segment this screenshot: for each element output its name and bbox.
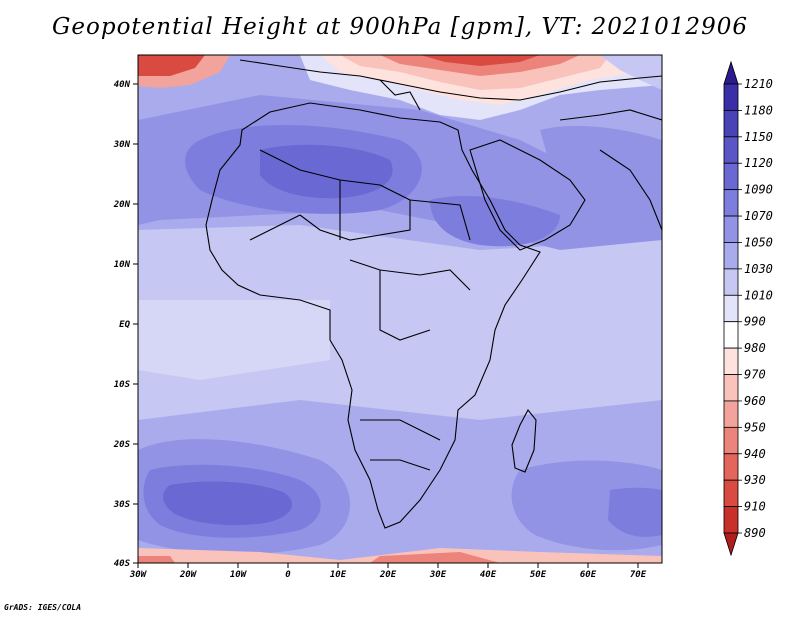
colorbar-label: 940: [744, 447, 766, 461]
lon-label: 10E: [330, 570, 347, 580]
colorbar-label: 1150: [744, 130, 773, 144]
colorbar: 1210 1180 1150 1120 1090 1070 1050 1030 1010 990 9…: [723, 60, 773, 557]
colorbar-bottom-arrow: [723, 532, 739, 557]
coastline-lines: [205, 59, 662, 529]
grads-credit: GrADS: IGES/COLA: [4, 603, 82, 612]
lon-label: 30E: [429, 570, 447, 580]
plot-frame: [137, 54, 663, 564]
lat-label: 10N: [114, 260, 131, 270]
colorbar-swatch: [723, 162, 739, 191]
lat-label: EQ: [119, 320, 130, 330]
colorbar-label: 1120: [744, 156, 773, 170]
colorbar-swatch: [723, 136, 739, 164]
colorbar-swatch: [723, 242, 739, 270]
lon-label: 50E: [530, 570, 547, 580]
colorbar-top-arrow: [723, 60, 739, 85]
colorbar-label: 990: [744, 315, 766, 329]
colorbar-swatch: [723, 215, 739, 243]
colorbar-swatch: [723, 479, 739, 507]
colorbar-label: 1090: [744, 183, 773, 197]
lat-label: 20N: [113, 200, 131, 210]
colorbar-label: 1180: [744, 103, 773, 117]
lon-label: 40E: [480, 570, 497, 580]
map-title: Geopotential Height at 900hPa [gpm], VT:…: [52, 14, 748, 40]
colorbar-swatch: [723, 426, 739, 455]
geopotential-field: [138, 55, 662, 563]
colorbar-swatch: [723, 374, 739, 402]
colorbar-label: 1010: [744, 288, 773, 302]
colorbar-label: 1070: [744, 209, 773, 223]
colorbar-label: 1210: [744, 77, 773, 91]
lat-label: 20S: [113, 440, 131, 450]
lon-label: 60E: [580, 570, 597, 580]
colorbar-label: 950: [744, 420, 766, 434]
colorbar-label: 910: [744, 500, 766, 514]
colorbar-swatch: [723, 321, 739, 349]
lon-label: 20E: [379, 570, 397, 580]
lat-label: 10S: [114, 380, 131, 390]
axis-ticks: [133, 83, 639, 568]
colorbar-label: 930: [744, 473, 766, 487]
colorbar-label: 980: [744, 341, 766, 355]
colorbar-swatch: [723, 83, 739, 111]
colorbar-swatch: [723, 268, 739, 296]
lat-label: 30S: [113, 500, 131, 510]
colorbar-label: 1050: [744, 235, 773, 249]
lon-label: 10W: [230, 570, 248, 580]
colorbar-swatch: [723, 294, 739, 323]
lat-label: 30N: [113, 140, 131, 150]
colorbar-label: 1030: [744, 262, 773, 276]
colorbar-label: 960: [744, 394, 766, 408]
colorbar-swatch: [723, 506, 739, 534]
lon-label: 20W: [179, 570, 198, 580]
latitude-labels: 40N 30N 20N 10N EQ 10S 20S 30S 40S: [113, 80, 131, 569]
colorbar-label: 890: [744, 526, 766, 540]
lon-label: 70E: [630, 570, 647, 580]
colorbar-swatch: [723, 453, 739, 481]
colorbar-swatch: [723, 110, 739, 138]
lat-label: 40S: [114, 559, 131, 569]
lat-label: 40N: [114, 80, 131, 90]
colorbar-label: 970: [744, 368, 766, 382]
colorbar-swatch: [723, 189, 739, 217]
longitude-labels: 30W 20W 10W 0 10E 20E 30E 40E 50E 60E 70…: [129, 570, 647, 580]
colorbar-swatch: [723, 400, 739, 428]
lon-label: 0: [285, 570, 291, 580]
colorbar-swatch: [723, 347, 739, 375]
lon-label: 30W: [129, 570, 148, 580]
